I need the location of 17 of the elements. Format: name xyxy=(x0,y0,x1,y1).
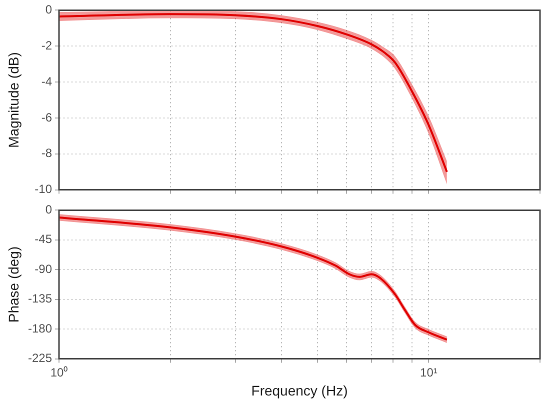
x-tick-label: 10⁰ xyxy=(50,365,68,380)
y-tick-label: -10 xyxy=(34,182,52,196)
y-axis-title: Phase (deg) xyxy=(5,246,22,323)
y-tick-label: 0 xyxy=(45,202,52,217)
y-tick-label: -135 xyxy=(28,292,52,306)
y-tick-label: -8 xyxy=(41,146,52,160)
y-tick-label: -6 xyxy=(41,110,52,124)
y-axis-title: Magnitude (dB) xyxy=(5,52,22,148)
y-tick-label: -225 xyxy=(28,351,52,366)
y-tick-label: -90 xyxy=(34,262,52,276)
y-tick-label: -2 xyxy=(41,38,52,52)
y-tick-label: -45 xyxy=(34,232,52,246)
y-tick-label: -4 xyxy=(41,74,52,88)
x-axis-title: Frequency (Hz) xyxy=(251,382,348,398)
y-tick-label: -180 xyxy=(28,321,52,336)
x-tick-label: 10¹ xyxy=(420,365,438,380)
y-tick-label: 0 xyxy=(45,2,52,17)
